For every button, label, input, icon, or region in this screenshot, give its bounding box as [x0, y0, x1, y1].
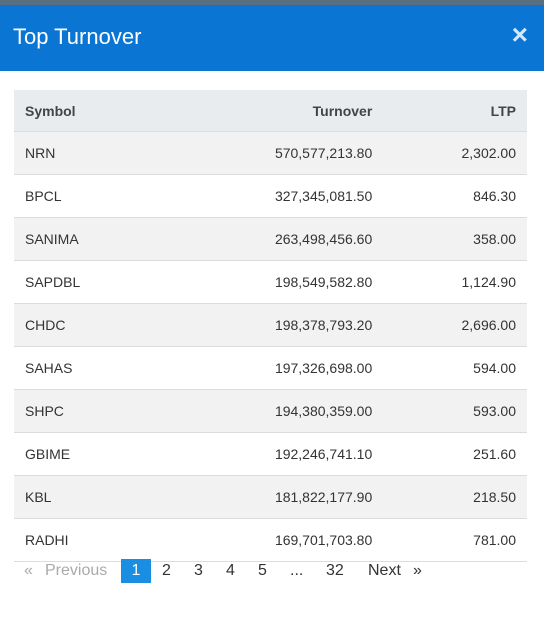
table-cell: 218.50	[383, 475, 527, 519]
next-button[interactable]: Next	[368, 562, 401, 579]
table-cell: 251.60	[383, 432, 527, 476]
page-link[interactable]: 1	[121, 559, 151, 583]
column-header: LTP	[383, 90, 527, 132]
modal-title: Top Turnover	[13, 24, 142, 49]
page-link[interactable]: 3	[194, 562, 203, 579]
table-cell: 197,326,698.00	[159, 346, 384, 390]
table-row: BPCL 327,345,081.50 846.30	[14, 174, 527, 218]
prev-button: Previous	[45, 562, 108, 579]
header-row: Symbol Turnover LTP	[14, 90, 527, 132]
page-link[interactable]: 2	[162, 562, 171, 579]
table-cell: 198,378,793.20	[159, 303, 384, 347]
table-cell: 2,696.00	[383, 303, 527, 347]
pagination: « Previous 1 2 3 4 5... 32 Next »	[0, 559, 544, 583]
table-row: GBIME 192,246,741.10 251.60	[14, 432, 527, 476]
table-cell: 198,549,582.80	[159, 260, 384, 304]
table-cell: 593.00	[383, 389, 527, 433]
next-arrow[interactable]: »	[413, 562, 422, 579]
table-row: CHDC 198,378,793.20 2,696.00	[14, 303, 527, 347]
top-strip	[0, 0, 544, 5]
page-link[interactable]: 4	[226, 562, 235, 579]
table-cell: 570,577,213.80	[159, 131, 384, 175]
table-cell: 1,124.90	[383, 260, 527, 304]
table-row: RADHI 169,701,703.80 781.00	[14, 518, 527, 562]
table-cell: SANIMA	[14, 217, 160, 261]
table-cell: SHPC	[14, 389, 160, 433]
table-row: KBL 181,822,177.90 218.50	[14, 475, 527, 519]
table-cell: 846.30	[383, 174, 527, 218]
table-row: SAPDBL 198,549,582.80 1,124.90	[14, 260, 527, 304]
prev-arrow: «	[24, 562, 33, 579]
table-cell: RADHI	[14, 518, 160, 562]
table-cell: CHDC	[14, 303, 160, 347]
table-row: NRN 570,577,213.80 2,302.00	[14, 131, 527, 175]
table-cell: 194,380,359.00	[159, 389, 384, 433]
table-row: SHPC 194,380,359.00 593.00	[14, 389, 527, 433]
table-cell: BPCL	[14, 174, 160, 218]
table-cell: SAPDBL	[14, 260, 160, 304]
table-cell: 169,701,703.80	[159, 518, 384, 562]
page-link[interactable]: ...	[290, 562, 304, 579]
modal-header: Top Turnover ×	[0, 5, 544, 71]
column-header: Turnover	[159, 90, 384, 132]
table-cell: 192,246,741.10	[159, 432, 384, 476]
table-cell: 327,345,081.50	[159, 174, 384, 218]
table-cell: 2,302.00	[383, 131, 527, 175]
page-link[interactable]: 32	[326, 562, 344, 579]
table-cell: GBIME	[14, 432, 160, 476]
column-header: Symbol	[14, 90, 160, 132]
table-row: SANIMA 263,498,456.60 358.00	[14, 217, 527, 261]
table-cell: 781.00	[383, 518, 527, 562]
close-button[interactable]: ×	[511, 19, 528, 50]
table-cell: 358.00	[383, 217, 527, 261]
page-link[interactable]: 5	[258, 562, 267, 579]
table-cell: KBL	[14, 475, 160, 519]
table-cell: 181,822,177.90	[159, 475, 384, 519]
table-cell: 594.00	[383, 346, 527, 390]
table-cell: NRN	[14, 131, 160, 175]
table-row: SAHAS 197,326,698.00 594.00	[14, 346, 527, 390]
table-cell: SAHAS	[14, 346, 160, 390]
table-cell: 263,498,456.60	[159, 217, 384, 261]
turnover-table: Symbol Turnover LTP NRN 570,577,213.80 2,302…	[14, 90, 527, 562]
